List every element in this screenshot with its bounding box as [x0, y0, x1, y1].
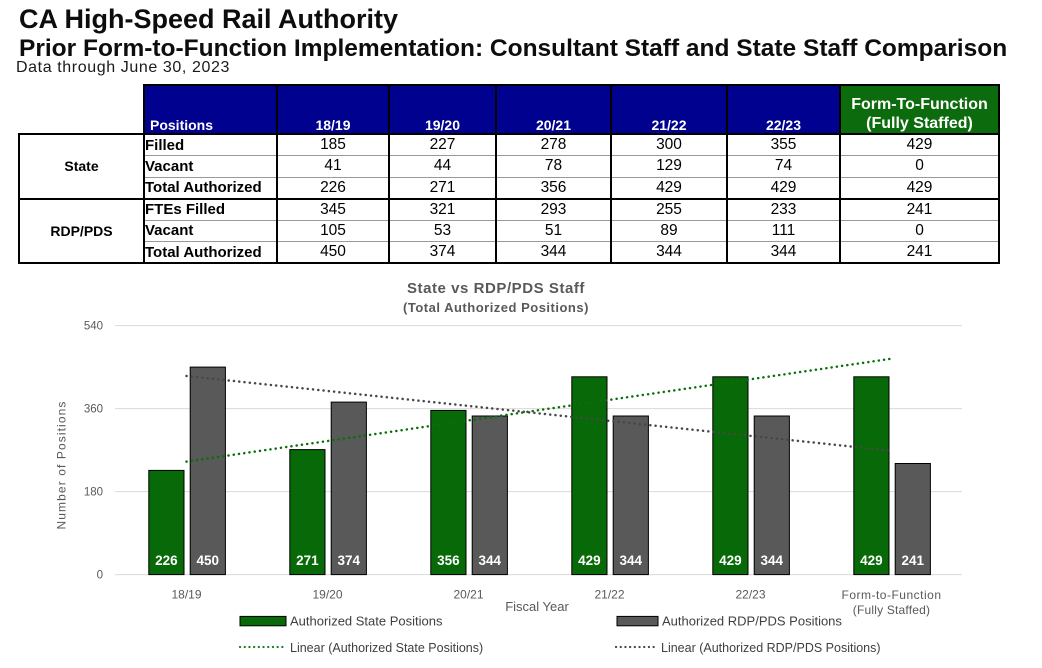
svg-text:20/21: 20/21 — [453, 588, 483, 602]
svg-text:Linear (Authorized State Posit: Linear (Authorized State Positions) — [290, 641, 483, 655]
svg-text:241: 241 — [902, 553, 925, 568]
svg-text:540: 540 — [84, 321, 103, 333]
svg-text:356: 356 — [437, 553, 460, 568]
svg-text:21/22: 21/22 — [594, 588, 624, 602]
svg-text:State vs RDP/PDS Staff: State vs RDP/PDS Staff — [407, 280, 585, 297]
svg-text:Linear (Authorized RDP/PDS Pos: Linear (Authorized RDP/PDS Positions) — [661, 641, 881, 655]
svg-text:Number of Positions: Number of Positions — [55, 401, 69, 530]
svg-text:18/19: 18/19 — [171, 588, 201, 602]
svg-text:22/23: 22/23 — [735, 588, 765, 602]
svg-text:429: 429 — [578, 553, 601, 568]
svg-text:0: 0 — [97, 570, 103, 582]
svg-text:271: 271 — [296, 553, 319, 568]
svg-text:344: 344 — [620, 553, 643, 568]
svg-text:Authorized RDP/PDS Positions: Authorized RDP/PDS Positions — [662, 614, 842, 629]
svg-text:19/20: 19/20 — [312, 588, 342, 602]
svg-text:374: 374 — [338, 553, 361, 568]
svg-text:Authorized State Positions: Authorized State Positions — [290, 614, 443, 629]
svg-text:344: 344 — [761, 553, 784, 568]
svg-text:344: 344 — [479, 553, 502, 568]
svg-text:(Fully Staffed): (Fully Staffed) — [853, 603, 930, 617]
svg-text:360: 360 — [84, 404, 103, 416]
svg-text:(Total Authorized Positions): (Total Authorized Positions) — [403, 300, 589, 315]
svg-text:Fiscal Year: Fiscal Year — [505, 599, 569, 614]
svg-text:180: 180 — [84, 487, 103, 499]
svg-text:429: 429 — [719, 553, 742, 568]
svg-text:429: 429 — [860, 553, 883, 568]
svg-text:Form-to-Function: Form-to-Function — [841, 588, 941, 602]
svg-text:226: 226 — [155, 553, 178, 568]
svg-text:450: 450 — [197, 553, 220, 568]
